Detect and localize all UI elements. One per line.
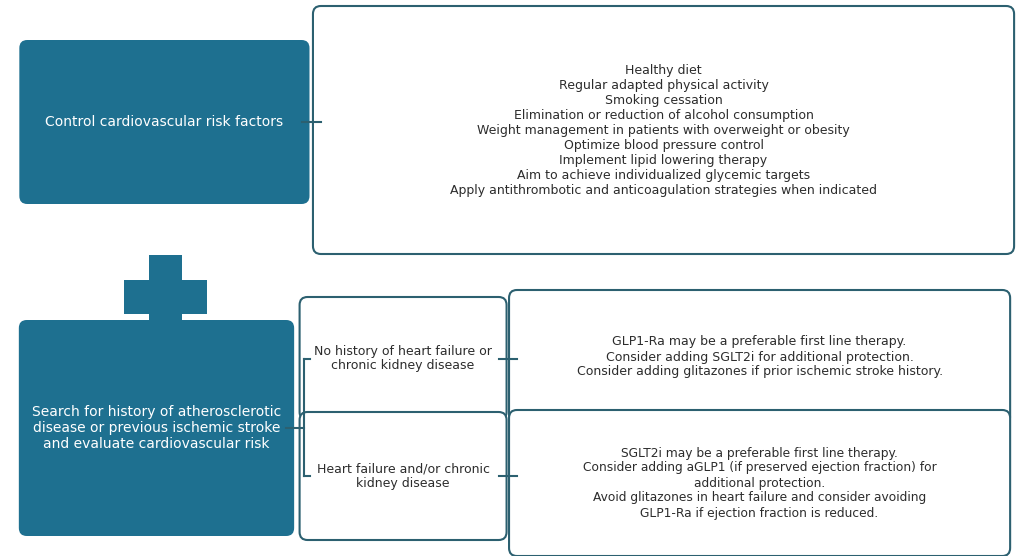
- Text: Control cardiovascular risk factors: Control cardiovascular risk factors: [45, 115, 284, 129]
- FancyBboxPatch shape: [148, 255, 182, 339]
- Text: No history of heart failure or
chronic kidney disease: No history of heart failure or chronic k…: [314, 345, 492, 373]
- FancyBboxPatch shape: [300, 412, 507, 540]
- FancyBboxPatch shape: [300, 297, 507, 420]
- FancyBboxPatch shape: [19, 40, 309, 204]
- FancyBboxPatch shape: [124, 280, 207, 314]
- FancyBboxPatch shape: [509, 410, 1010, 556]
- Text: GLP1-Ra may be a preferable first line therapy.
Consider adding SGLT2i for addit: GLP1-Ra may be a preferable first line t…: [577, 335, 943, 379]
- Text: Healthy diet
Regular adapted physical activity
Smoking cessation
Elimination or : Healthy diet Regular adapted physical ac…: [450, 63, 877, 196]
- FancyBboxPatch shape: [509, 290, 1010, 424]
- FancyBboxPatch shape: [313, 6, 1014, 254]
- Text: SGLT2i may be a preferable first line therapy.
Consider adding aGLP1 (if preserv: SGLT2i may be a preferable first line th…: [583, 446, 937, 519]
- Text: Search for history of atherosclerotic
disease or previous ischemic stroke
and ev: Search for history of atherosclerotic di…: [32, 405, 282, 451]
- FancyBboxPatch shape: [18, 320, 294, 536]
- Text: Heart failure and/or chronic
kidney disease: Heart failure and/or chronic kidney dise…: [316, 462, 489, 490]
